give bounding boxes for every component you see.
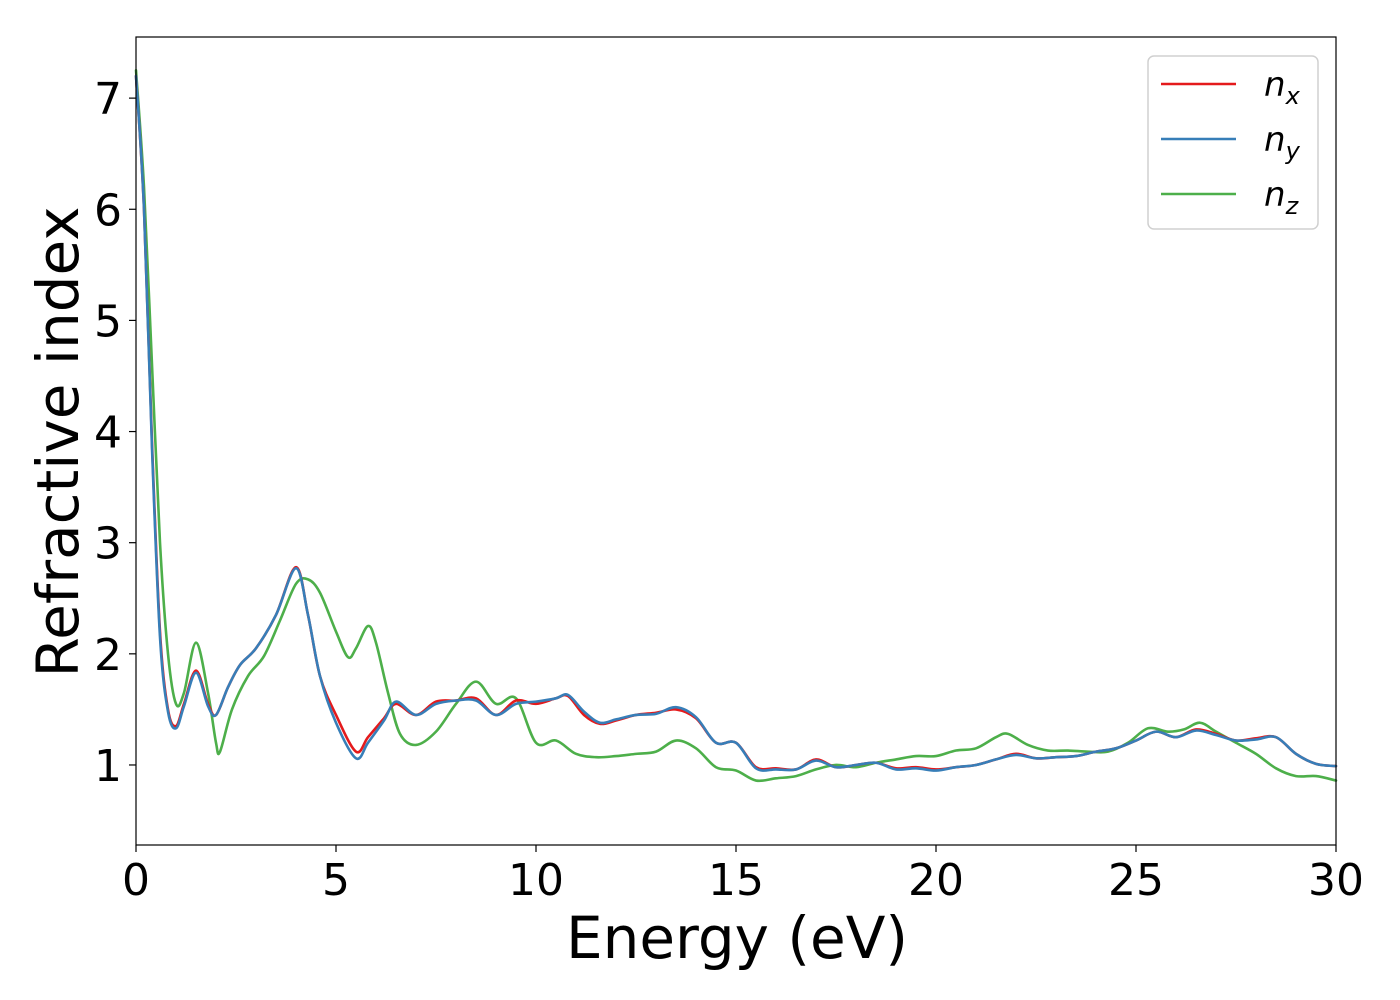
x-tick-label: 15 <box>708 855 764 906</box>
y-tick-label: 5 <box>94 296 122 347</box>
y-tick-label: 7 <box>94 74 122 125</box>
legend-label-base: n <box>1264 120 1286 160</box>
y-axis-ticks: 1 2 3 4 5 6 7 <box>94 74 136 792</box>
y-axis-label: Refractive index <box>24 206 92 677</box>
y-tick-label: 3 <box>94 519 122 570</box>
legend-label-y: ny <box>1264 120 1301 165</box>
y-tick-label: 2 <box>94 630 122 681</box>
legend-box <box>1147 55 1319 230</box>
series-line-y <box>134 74 1338 772</box>
legend-label-base: n <box>1264 65 1286 105</box>
x-tick-label: 0 <box>122 855 150 906</box>
x-axis-ticks: 0 5 10 15 20 25 30 <box>122 845 1364 906</box>
x-tick-label: 25 <box>1108 855 1164 906</box>
plot-lines <box>134 69 1338 783</box>
x-tick-label: 20 <box>908 855 964 906</box>
legend-label-subscript: x <box>1285 82 1301 110</box>
x-tick-label: 10 <box>508 855 564 906</box>
legend-label-subscript: z <box>1285 192 1300 220</box>
x-axis-label: Energy (eV) <box>566 904 908 972</box>
legend-label-x: nx <box>1264 65 1301 110</box>
x-tick-label: 30 <box>1308 855 1364 906</box>
series-line-z <box>134 69 1338 783</box>
x-tick-label: 5 <box>322 855 350 906</box>
legend-label-z: nz <box>1264 175 1300 220</box>
y-tick-label: 1 <box>94 741 122 792</box>
legend-label-base: n <box>1264 175 1286 215</box>
y-tick-label: 4 <box>94 408 122 459</box>
y-tick-label: 6 <box>94 185 122 236</box>
legend-label-subscript: y <box>1285 137 1301 165</box>
